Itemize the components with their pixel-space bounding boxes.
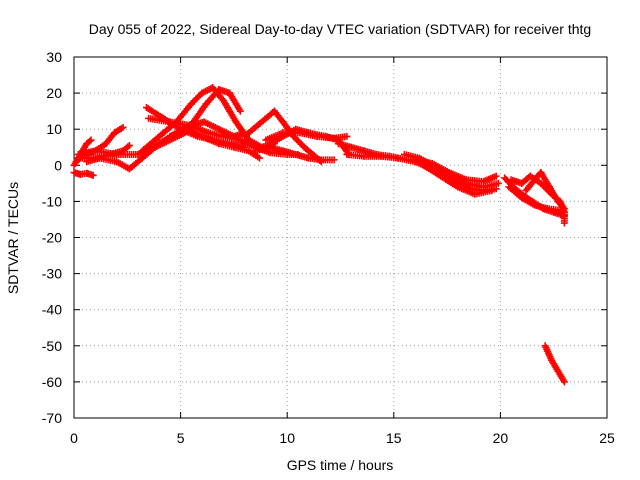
- data-point: [87, 136, 95, 144]
- axis-ticks: 0 5 10 15 20 25 -70 -60 -50 -40 -30 -20 -10 0 10 20 30: [42, 49, 615, 446]
- data-point: [560, 219, 568, 227]
- y-tick-label: 30: [46, 49, 62, 65]
- x-tick-label: 15: [386, 430, 402, 446]
- series-arc-20: [420, 161, 496, 198]
- series-arc-25: [541, 342, 568, 386]
- series-arc-19: [411, 156, 500, 186]
- data-point: [488, 187, 496, 195]
- data-point: [89, 171, 97, 179]
- data-point: [556, 206, 564, 214]
- y-tick-label: -70: [42, 410, 62, 426]
- data-point: [560, 378, 568, 386]
- data-point: [492, 172, 500, 180]
- y-tick-label: -50: [42, 338, 62, 354]
- grid-lines: [74, 57, 607, 418]
- y-tick-label: 10: [46, 121, 62, 137]
- y-axis-title: SDTVAR / TECUs: [5, 182, 21, 294]
- series-arc-01: [70, 169, 97, 179]
- x-tick-label: 20: [493, 430, 509, 446]
- y-tick-label: 20: [46, 85, 62, 101]
- data-point: [236, 107, 244, 115]
- data-point: [494, 179, 502, 187]
- series-arc-12: [241, 107, 325, 166]
- data-point: [492, 185, 500, 193]
- data-point: [119, 123, 127, 131]
- data-series: [70, 84, 568, 386]
- data-point: [255, 154, 263, 162]
- x-tick-label: 25: [599, 430, 615, 446]
- y-tick-label: -20: [42, 230, 62, 246]
- x-tick-label: 10: [279, 430, 295, 446]
- y-tick-label: -10: [42, 193, 62, 209]
- y-tick-label: -40: [42, 302, 62, 318]
- data-point: [125, 141, 133, 149]
- x-axis-title: GPS time / hours: [287, 457, 394, 473]
- data-point: [330, 156, 338, 164]
- y-tick-label: -60: [42, 374, 62, 390]
- series-arc-13: [251, 143, 338, 164]
- y-tick-label: -30: [42, 266, 62, 282]
- x-tick-label: 0: [70, 430, 78, 446]
- data-point: [343, 132, 351, 140]
- x-tick-label: 5: [177, 430, 185, 446]
- chart-title: Day 055 of 2022, Sidereal Day-to-day VTE…: [89, 21, 591, 37]
- series-arc-11: [166, 125, 263, 162]
- data-point: [86, 137, 94, 145]
- series-arc-24: [505, 183, 564, 214]
- series-arc-23: [522, 169, 568, 213]
- y-tick-label: 0: [54, 157, 62, 173]
- data-point: [560, 205, 568, 213]
